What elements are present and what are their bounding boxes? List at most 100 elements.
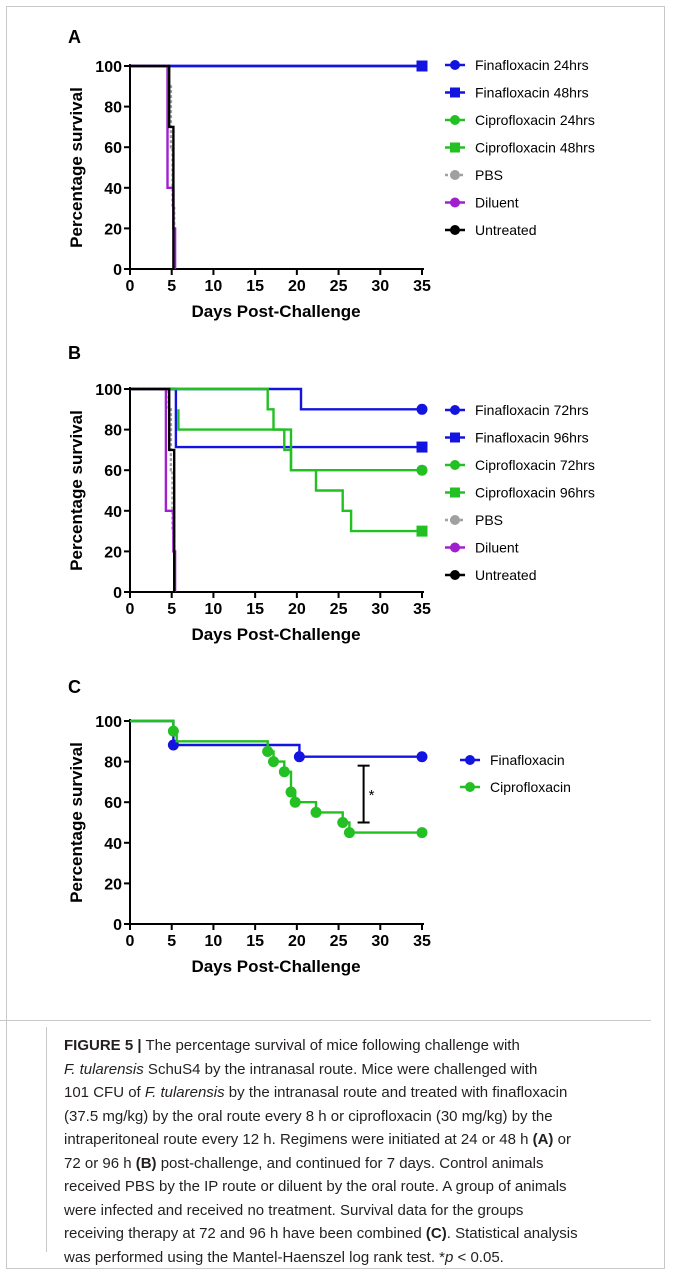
legend-label: Finafloxacin [490, 752, 565, 768]
y-tick-label: 40 [104, 504, 122, 521]
x-tick-label: 0 [126, 601, 135, 618]
series-ciprofloxacin-96hrs-end-marker [416, 525, 428, 537]
legend-label: PBS [475, 512, 503, 528]
series-ciprofloxacin-point [267, 756, 279, 768]
series-untreated-line [130, 387, 176, 592]
x-axis-title: Days Post-Challenge [191, 302, 360, 321]
x-tick-label: 25 [330, 278, 348, 295]
series-ciprofloxacin-point [285, 786, 297, 798]
caption-divider [0, 1020, 651, 1021]
x-tick-label: 25 [330, 601, 348, 618]
x-tick-label: 15 [246, 933, 264, 950]
legend-label: Ciprofloxacin 24hrs [475, 112, 595, 128]
caption-ref-a: (A) [532, 1131, 554, 1148]
legend-marker [450, 225, 460, 235]
series-ciprofloxacin-72hrs-end-marker [416, 464, 428, 476]
y-tick-label: 0 [113, 917, 122, 934]
series-ciprofloxacin-point [343, 827, 355, 839]
legend-marker [450, 87, 460, 98]
x-tick-label: 35 [413, 933, 431, 950]
legend-label: Ciprofloxacin 48hrs [475, 140, 595, 156]
series-finafloxacin-48hrs-end-marker [416, 60, 428, 72]
series-ciprofloxacin-point [167, 725, 179, 737]
x-tick-label: 0 [126, 278, 135, 295]
caption-line: (37.5 mg/kg) by the oral route every 8 h… [64, 1107, 553, 1125]
panel-letter: C [68, 677, 81, 697]
y-tick-label: 80 [104, 423, 122, 440]
legend-marker [450, 460, 460, 470]
legend-marker [450, 197, 460, 208]
caption-ref-b: (B) [135, 1154, 157, 1172]
legend-label: Diluent [475, 195, 519, 211]
legend-label: Finafloxacin 96hrs [475, 430, 589, 446]
legend-marker [450, 515, 460, 525]
caption-line: were infected and received no treatment.… [64, 1201, 524, 1219]
x-tick-label: 25 [330, 933, 348, 950]
y-tick-label: 100 [95, 714, 122, 731]
x-tick-label: 15 [246, 601, 264, 618]
caption-ref-c: (C) [425, 1225, 447, 1242]
y-tick-label: 0 [113, 585, 122, 602]
x-tick-label: 10 [205, 601, 223, 618]
legend-label: Finafloxacin 72hrs [475, 402, 589, 418]
y-tick-label: 20 [104, 876, 122, 893]
caption-line: post-challenge, and continued for 7 days… [156, 1154, 544, 1172]
panel-c: C 0 20 40 60 80 100 0 5 10 15 20 25 30 35 Days Post-Cha… [67, 677, 571, 976]
legend-marker [450, 570, 460, 580]
series-finafloxacin-point [293, 751, 305, 763]
y-tick-label: 20 [104, 221, 122, 238]
series-finafloxacin-point [416, 751, 428, 763]
x-tick-label: 0 [126, 933, 135, 950]
legend-label: PBS [475, 167, 503, 183]
y-tick-label: 60 [104, 463, 122, 480]
legend-label: Ciprofloxacin [490, 779, 571, 795]
x-tick-label: 20 [288, 933, 306, 950]
panel-letter: B [68, 343, 81, 363]
x-axis-title: Days Post-Challenge [191, 957, 360, 976]
legend-marker [450, 542, 460, 553]
caption-line: receiving therapy at 72 and 96 h have be… [64, 1225, 426, 1242]
caption-line: by the intranasal route and treated with… [224, 1084, 568, 1101]
panel-letter: A [68, 27, 81, 47]
x-tick-label: 5 [167, 601, 176, 618]
y-axis-title: Percentage survival [67, 742, 86, 903]
series-pbs-line [130, 387, 176, 592]
figure-frame [6, 6, 665, 1269]
legend-label: Untreated [475, 567, 536, 583]
caption-line: intraperitoneal route every 12 h. Regime… [64, 1131, 533, 1148]
x-axis-title: Days Post-Challenge [191, 625, 360, 644]
figure-caption: FIGURE 5 | The percentage survival of mi… [64, 1034, 654, 1269]
legend-label: Ciprofloxacin 96hrs [475, 485, 595, 501]
x-tick-label: 15 [246, 278, 264, 295]
x-tick-label: 35 [413, 601, 431, 618]
caption-species: F. tularensis [64, 1060, 144, 1078]
series-ciprofloxacin-point [310, 806, 322, 818]
series-ciprofloxacin-point [416, 827, 428, 839]
series-ciprofloxacin-point [278, 766, 290, 778]
significance-star: * [369, 787, 375, 804]
x-tick-label: 20 [288, 601, 306, 618]
legend-label: Untreated [475, 222, 536, 238]
caption-species: F. tularensis [144, 1084, 225, 1101]
y-tick-label: 100 [95, 382, 122, 399]
y-axis-title: Percentage survival [67, 87, 86, 248]
legend-marker [450, 115, 460, 125]
caption-line: < 0.05. [453, 1248, 504, 1266]
series-finafloxacin-96hrs-line [130, 387, 422, 449]
series-finafloxacin-72hrs-line [130, 387, 422, 411]
legend-marker [450, 60, 460, 70]
series-ciprofloxacin-point [262, 745, 274, 757]
panel-a: A 0 20 40 60 80 100 0 5 10 15 20 25 30 35 Days Post-Cha… [67, 27, 595, 321]
legend-marker [450, 487, 460, 498]
x-tick-label: 10 [205, 933, 223, 950]
caption-figure-label: FIGURE 5 | [64, 1037, 142, 1054]
y-axis-title: Percentage survival [67, 410, 86, 571]
y-tick-label: 60 [104, 140, 122, 157]
legend-label: Finafloxacin 24hrs [475, 57, 589, 73]
caption-line: The percentage survival of mice followin… [141, 1037, 520, 1054]
legend-marker [465, 755, 475, 765]
caption-p-symbol: p [445, 1248, 454, 1266]
legend-label: Finafloxacin 48hrs [475, 85, 589, 101]
x-tick-label: 30 [371, 933, 389, 950]
